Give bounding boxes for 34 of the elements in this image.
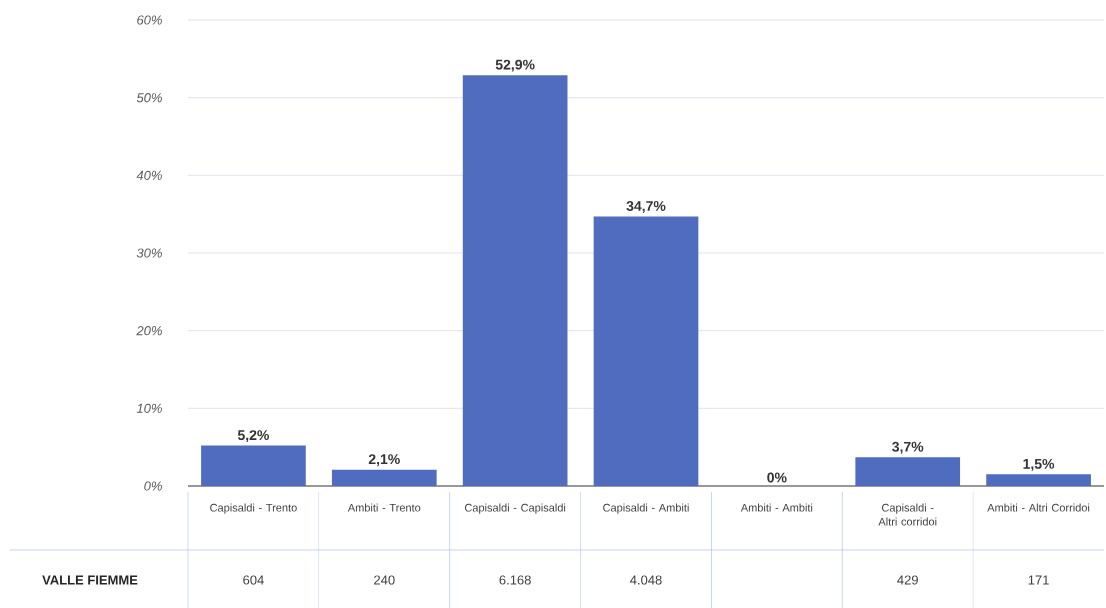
x-tick-label: Ambiti - Trento bbox=[347, 503, 421, 512]
data-label: 1,5% bbox=[1023, 458, 1055, 471]
y-tick-label: 10% bbox=[136, 403, 162, 413]
x-tick-label: Capisaldi - Trento bbox=[210, 503, 297, 514]
y-tick-label: 20% bbox=[136, 325, 162, 336]
y-tick-label: 50% bbox=[136, 92, 162, 103]
bar bbox=[331, 469, 437, 486]
text: 429 bbox=[897, 575, 918, 585]
data-label: 52,9% bbox=[495, 59, 535, 72]
bar bbox=[462, 75, 568, 486]
bar bbox=[593, 216, 699, 486]
x-tick-label: Ambiti - Altri Corridoi bbox=[987, 503, 1090, 512]
text: VALLE FIEMME bbox=[42, 575, 138, 585]
data-label: 5,2% bbox=[237, 429, 270, 442]
y-tick-label: 0% bbox=[144, 481, 162, 491]
data-label: 34,7% bbox=[626, 200, 666, 213]
bar bbox=[201, 445, 306, 486]
text: 604 bbox=[243, 575, 264, 585]
x-tick-label: Capisaldi - Capisaldi bbox=[464, 503, 566, 514]
y-tick-label: 30% bbox=[136, 248, 162, 258]
data-label: 2,1% bbox=[368, 454, 400, 467]
text: 4.048 bbox=[630, 575, 662, 585]
y-tick-label: 60% bbox=[137, 15, 162, 25]
x-tick-label: Capisaldi - Ambiti bbox=[603, 503, 689, 514]
data-label: 3,7% bbox=[892, 441, 924, 454]
text: 6.168 bbox=[499, 575, 531, 585]
data-label: 0% bbox=[767, 472, 787, 483]
x-tick-label: Ambiti - Ambiti bbox=[740, 503, 813, 512]
bar bbox=[855, 457, 961, 486]
text: 240 bbox=[374, 575, 395, 585]
x-tick-label: Capisaldi - Altri corridoi bbox=[878, 503, 937, 526]
y-tick-label: 40% bbox=[136, 170, 162, 180]
bar bbox=[986, 474, 1091, 486]
text: 171 bbox=[1028, 575, 1049, 585]
